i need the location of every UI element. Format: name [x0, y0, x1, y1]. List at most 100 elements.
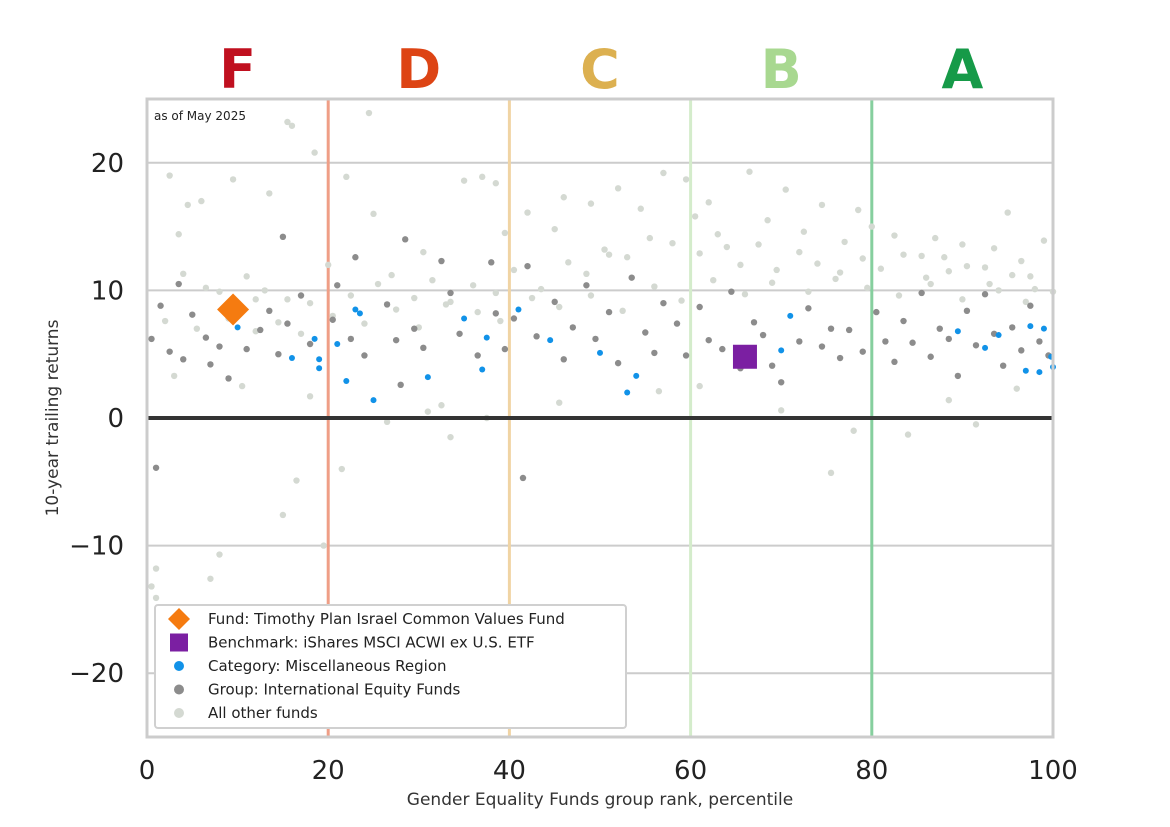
point-other-fund	[297, 330, 305, 337]
point-other-fund	[411, 294, 418, 302]
point-other-fund	[374, 280, 382, 288]
point-group	[900, 317, 907, 325]
point-other-fund	[746, 168, 753, 175]
x-tick-label: 0	[139, 756, 156, 786]
point-other-fund	[207, 575, 214, 582]
point-other-fund	[827, 469, 835, 477]
legend: Fund: Timothy Plan Israel Common Values …	[154, 604, 627, 729]
point-group	[569, 324, 577, 331]
point-other-fund	[637, 205, 644, 212]
point-other-fund	[229, 176, 237, 183]
point-other-fund	[918, 252, 925, 260]
point-other-fund	[714, 231, 721, 238]
point-group	[533, 333, 540, 340]
legend-label: Benchmark: iShares MSCI ACWI ex U.S. ETF	[208, 634, 535, 652]
point-other-fund	[537, 285, 545, 293]
point-other-fund	[859, 255, 866, 262]
point-group	[175, 280, 182, 288]
point-other-fund	[161, 317, 169, 325]
point-other-fund	[492, 180, 500, 187]
point-category	[334, 340, 341, 347]
legend-marker	[174, 661, 184, 671]
point-other-fund	[895, 292, 903, 299]
point-other-fund	[922, 274, 930, 281]
point-other-fund	[959, 241, 966, 248]
point-other-fund	[737, 261, 744, 269]
point-other-fund	[877, 265, 885, 272]
point-other-fund	[429, 276, 436, 284]
point-group	[936, 325, 943, 332]
point-group	[334, 282, 341, 289]
legend-label: All other funds	[208, 704, 318, 722]
point-other-fund	[424, 408, 432, 415]
point-group	[402, 236, 409, 243]
point-category	[515, 306, 522, 313]
legend-box	[154, 604, 627, 729]
legend-label: Group: International Equity Funds	[208, 681, 461, 699]
point-group	[1027, 302, 1034, 309]
point-group	[420, 344, 427, 352]
point-category	[547, 337, 554, 344]
point-group	[157, 302, 164, 309]
point-other-fund	[1009, 271, 1016, 279]
point-group	[551, 298, 558, 306]
point-other-fund	[370, 210, 377, 218]
point-other-fund	[1027, 273, 1034, 280]
point-group	[243, 345, 250, 353]
point-group	[474, 352, 481, 359]
benchmark-marker	[732, 344, 757, 369]
point-other-fund	[261, 287, 268, 294]
point-category	[461, 315, 468, 322]
point-category	[343, 377, 350, 384]
x-tick-label: 100	[1028, 756, 1078, 786]
point-other-fund	[306, 393, 314, 400]
point-other-fund	[768, 279, 776, 286]
point-other-fund	[995, 287, 1002, 294]
point-other-fund	[986, 280, 993, 288]
point-other-fund	[945, 396, 953, 404]
point-other-fund	[990, 245, 998, 252]
legend-benchmark-marker	[170, 633, 188, 652]
point-other-fund	[660, 169, 667, 177]
y-tick-labels: −20 −10 0 10 20	[69, 149, 124, 689]
point-group	[750, 319, 758, 326]
legend-label: Category: Miscellaneous Region	[208, 657, 447, 675]
point-other-fund	[551, 225, 558, 233]
x-tick-label: 40	[493, 756, 526, 786]
point-group	[759, 331, 767, 339]
point-other-fund	[556, 399, 563, 406]
point-group	[560, 356, 567, 363]
point-group	[488, 259, 495, 266]
point-other-fund	[1031, 285, 1039, 293]
point-other-fund	[959, 296, 966, 303]
point-other-fund	[152, 594, 160, 602]
point-group	[972, 342, 980, 349]
point-group	[279, 233, 287, 241]
point-group	[207, 361, 214, 368]
point-group	[918, 289, 925, 297]
y-tick-label: 20	[91, 149, 124, 179]
point-group	[945, 335, 953, 343]
grade-label-a: A	[942, 38, 984, 101]
point-other-fund	[365, 109, 373, 117]
point-other-fund	[175, 231, 182, 238]
point-category	[234, 324, 241, 331]
point-group	[583, 282, 590, 289]
point-other-fund	[782, 186, 789, 193]
point-other-fund	[972, 421, 980, 428]
point-other-fund	[361, 320, 368, 327]
point-category	[356, 310, 363, 317]
point-other-fund	[184, 201, 191, 209]
point-category	[479, 366, 486, 373]
point-group	[284, 320, 291, 327]
point-group	[166, 348, 173, 355]
point-group	[411, 325, 418, 332]
point-group	[836, 354, 844, 362]
point-group	[963, 307, 971, 315]
as-of-note: as of May 2025	[154, 109, 246, 123]
point-other-fund	[556, 303, 563, 311]
point-other-fund	[583, 270, 590, 278]
point-group	[225, 375, 232, 382]
point-category	[1036, 369, 1043, 376]
x-tick-label: 20	[312, 756, 345, 786]
